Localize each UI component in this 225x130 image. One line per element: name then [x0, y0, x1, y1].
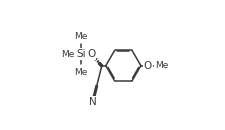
Text: O: O	[87, 49, 95, 59]
Text: N: N	[88, 97, 96, 107]
Text: O: O	[143, 61, 151, 71]
Text: Si: Si	[76, 49, 86, 59]
Text: Me: Me	[61, 50, 75, 59]
Text: Me: Me	[154, 61, 167, 70]
Text: Me: Me	[74, 32, 88, 41]
Text: Me: Me	[74, 68, 88, 77]
